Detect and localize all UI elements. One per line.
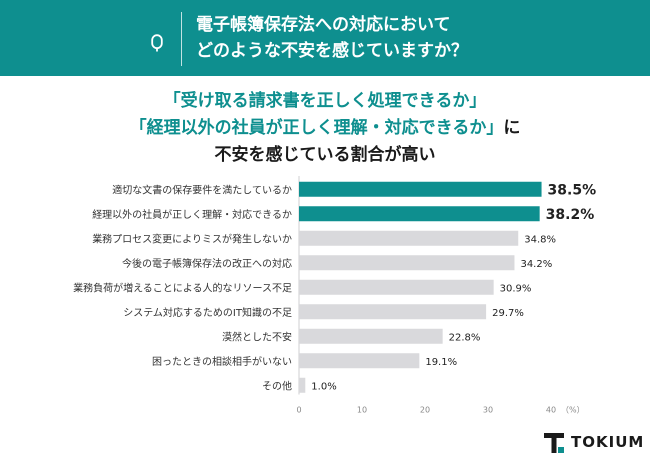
category-label: 経理以外の社員が正しく理解・対応できるか <box>92 208 292 221</box>
x-tick-label: 10 <box>357 406 367 415</box>
header-divider <box>181 12 182 66</box>
category-label: その他 <box>262 379 292 392</box>
x-unit-label: （%） <box>561 406 585 415</box>
x-tick-label: 40 <box>546 406 556 415</box>
bar <box>299 377 306 393</box>
category-label: システム対応するためのIT知識の不足 <box>123 306 292 319</box>
bar <box>299 230 519 246</box>
header-title: 電子帳簿保存法への対応において どのような不安を感じていますか？ <box>196 12 468 64</box>
x-tick-label: 0 <box>296 406 301 415</box>
category-label: 困ったときの相談相手がいない <box>152 355 292 368</box>
category-label: 適切な文書の保存要件を満たしているか <box>112 183 292 196</box>
headline-line1: 「受け取る請求書を正しく処理できるか」 <box>163 91 487 111</box>
headline: 「受け取る請求書を正しく処理できるか」 「経理以外の社員が正しく理解・対応できる… <box>0 88 650 169</box>
value-label: 19.1% <box>425 357 457 368</box>
bar <box>299 255 515 271</box>
header-title-line1: 電子帳簿保存法への対応において <box>196 15 451 35</box>
bar <box>299 279 494 295</box>
category-label: 今後の電子帳簿保存法の改正への対応 <box>122 257 292 270</box>
tokium-logo-icon <box>544 433 564 453</box>
value-label: 22.8% <box>449 332 481 343</box>
q-icon <box>151 34 163 52</box>
headline-line3: 不安を感じている割合が高い <box>214 145 436 165</box>
header-banner: 電子帳簿保存法への対応において どのような不安を感じていますか？ <box>0 0 650 76</box>
bar-chart: 適切な文書の保存要件を満たしているか 38.5% 経理以外の社員が正しく理解・対応で… <box>73 176 597 415</box>
value-label: 30.9% <box>500 283 532 294</box>
x-tick-label: 30 <box>483 406 493 415</box>
category-label: 業務負荷が増えることによる人的なリソース不足 <box>73 281 292 294</box>
bar <box>299 181 542 197</box>
value-label: 34.2% <box>520 259 552 270</box>
bar <box>299 304 487 320</box>
header-title-line2: どのような不安を感じていますか？ <box>196 41 468 61</box>
headline-line2-suffix: に <box>503 118 521 138</box>
bar <box>299 206 540 222</box>
value-label: 34.8% <box>524 234 556 245</box>
x-tick-label: 20 <box>420 406 430 415</box>
brand-name: TOKIUM <box>571 433 645 451</box>
value-label: 38.5% <box>548 182 597 198</box>
value-label: 29.7% <box>492 308 524 319</box>
category-label: 業務プロセス変更によりミスが発生しないか <box>92 232 292 245</box>
bar <box>299 328 443 344</box>
bar <box>299 353 420 369</box>
value-label: 1.0% <box>311 381 336 392</box>
value-label: 38.2% <box>546 207 595 223</box>
category-label: 漠然とした不安 <box>222 330 292 343</box>
headline-line2: 「経理以外の社員が正しく理解・対応できるか」に <box>0 115 650 142</box>
headline-line2-highlight: 「経理以外の社員が正しく理解・対応できるか」 <box>129 118 504 138</box>
